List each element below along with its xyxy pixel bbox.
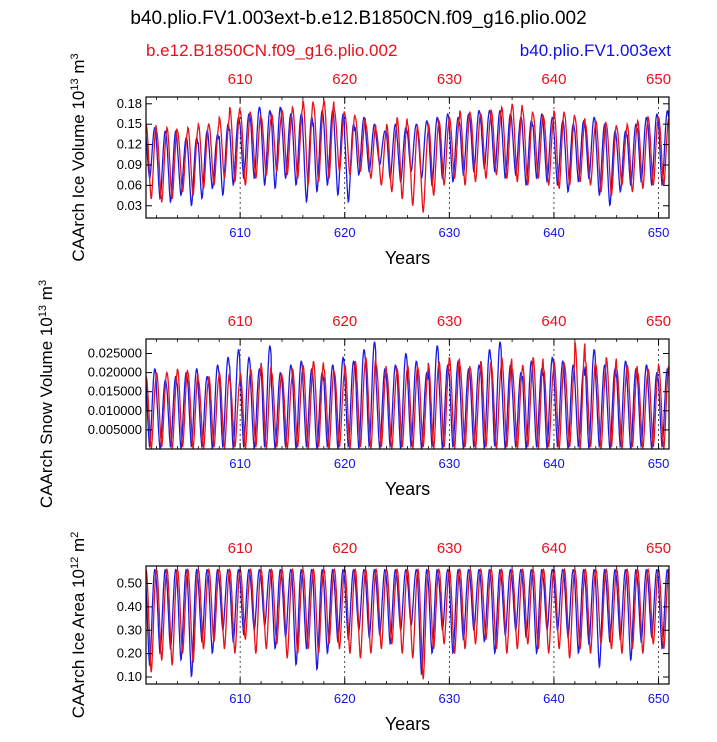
x-tick-label-top: 610 [228, 313, 253, 330]
x-tick-label-top: 630 [437, 71, 462, 88]
x-tick-label-bottom: 610 [229, 225, 251, 240]
y-axis-label: CAArch Ice Area 1012 m2 [69, 532, 88, 719]
x-tick-label-bottom: 620 [334, 456, 356, 471]
x-tick-label-bottom: 650 [648, 456, 670, 471]
x-tick-label-top: 640 [541, 71, 566, 88]
legend-series-a: b40.plio.FV1.003ext [519, 41, 671, 60]
y-tick-label: 0.020000 [88, 365, 142, 380]
y-tick-label: 0.50 [117, 576, 142, 591]
chart-panel-1: 0.03 0.06 0.09 0.12 0.15 0.18 610 610 620 620 630 6… [69, 53, 671, 268]
series-b-line [146, 341, 669, 449]
x-tick-label-top: 610 [228, 71, 253, 88]
x-tick-label-top: 620 [332, 540, 357, 557]
x-tick-label-bottom: 640 [543, 691, 565, 706]
y-tick-label: 0.03 [117, 198, 142, 213]
y-tick-label: 0.40 [117, 599, 142, 614]
y-axis-label: CAArch Ice Volume 1013 m3 [69, 53, 88, 261]
y-tick-label: 0.09 [117, 157, 142, 172]
y-tick-label: 0.12 [117, 137, 142, 152]
x-axis-label: Years [385, 479, 430, 499]
chart-panel-3: 0.10 0.20 0.30 0.40 0.50 610 610 620 620 630 630 64… [69, 532, 671, 734]
series-b-line [146, 97, 669, 213]
y-tick-label: 0.10 [117, 669, 142, 684]
y-tick-label: 0.20 [117, 646, 142, 661]
legend-series-b: b.e12.B1850CN.f09_g16.plio.002 [146, 41, 398, 60]
x-tick-label-top: 630 [437, 313, 462, 330]
x-tick-label-bottom: 640 [543, 456, 565, 471]
series-a-line [146, 106, 669, 207]
y-tick-label: 0.015000 [88, 384, 142, 399]
y-tick-label: 0.010000 [88, 403, 142, 418]
x-tick-label-bottom: 650 [648, 225, 670, 240]
page-title: b40.plio.FV1.003ext-b.e12.B1850CN.f09_g1… [130, 8, 587, 29]
x-tick-label-bottom: 610 [229, 456, 251, 471]
x-tick-label-top: 640 [541, 313, 566, 330]
x-tick-label-bottom: 630 [438, 456, 460, 471]
series-a-line [146, 568, 669, 679]
x-tick-label-top: 640 [541, 540, 566, 557]
x-tick-label-bottom: 620 [334, 691, 356, 706]
series-b-line [146, 567, 669, 680]
x-tick-label-bottom: 630 [438, 225, 460, 240]
x-tick-label-top: 620 [332, 313, 357, 330]
y-tick-label: 0.025000 [88, 346, 142, 361]
x-tick-label-top: 610 [228, 540, 253, 557]
chart-panel-2: 0.005000 0.010000 0.015000 0.020000 0.025000… [37, 280, 671, 508]
x-tick-label-bottom: 620 [334, 225, 356, 240]
x-axis-label: Years [385, 248, 430, 268]
y-tick-label: 0.06 [117, 177, 142, 192]
x-tick-label-top: 620 [332, 71, 357, 88]
y-tick-label: 0.30 [117, 622, 142, 637]
x-tick-label-bottom: 650 [648, 691, 670, 706]
x-tick-label-bottom: 630 [438, 691, 460, 706]
x-tick-label-top: 650 [646, 540, 671, 557]
x-axis-label: Years [385, 714, 430, 734]
y-tick-label: 0.18 [117, 96, 142, 111]
y-tick-label: 0.005000 [88, 422, 142, 437]
y-tick-label: 0.15 [117, 116, 142, 131]
x-tick-label-top: 650 [646, 313, 671, 330]
series-a-line [146, 341, 669, 449]
y-axis-label: CAArch Snow Volume 1013 m3 [37, 280, 56, 508]
x-tick-label-top: 650 [646, 71, 671, 88]
x-tick-label-bottom: 610 [229, 691, 251, 706]
x-tick-label-top: 630 [437, 540, 462, 557]
x-tick-label-bottom: 640 [543, 225, 565, 240]
